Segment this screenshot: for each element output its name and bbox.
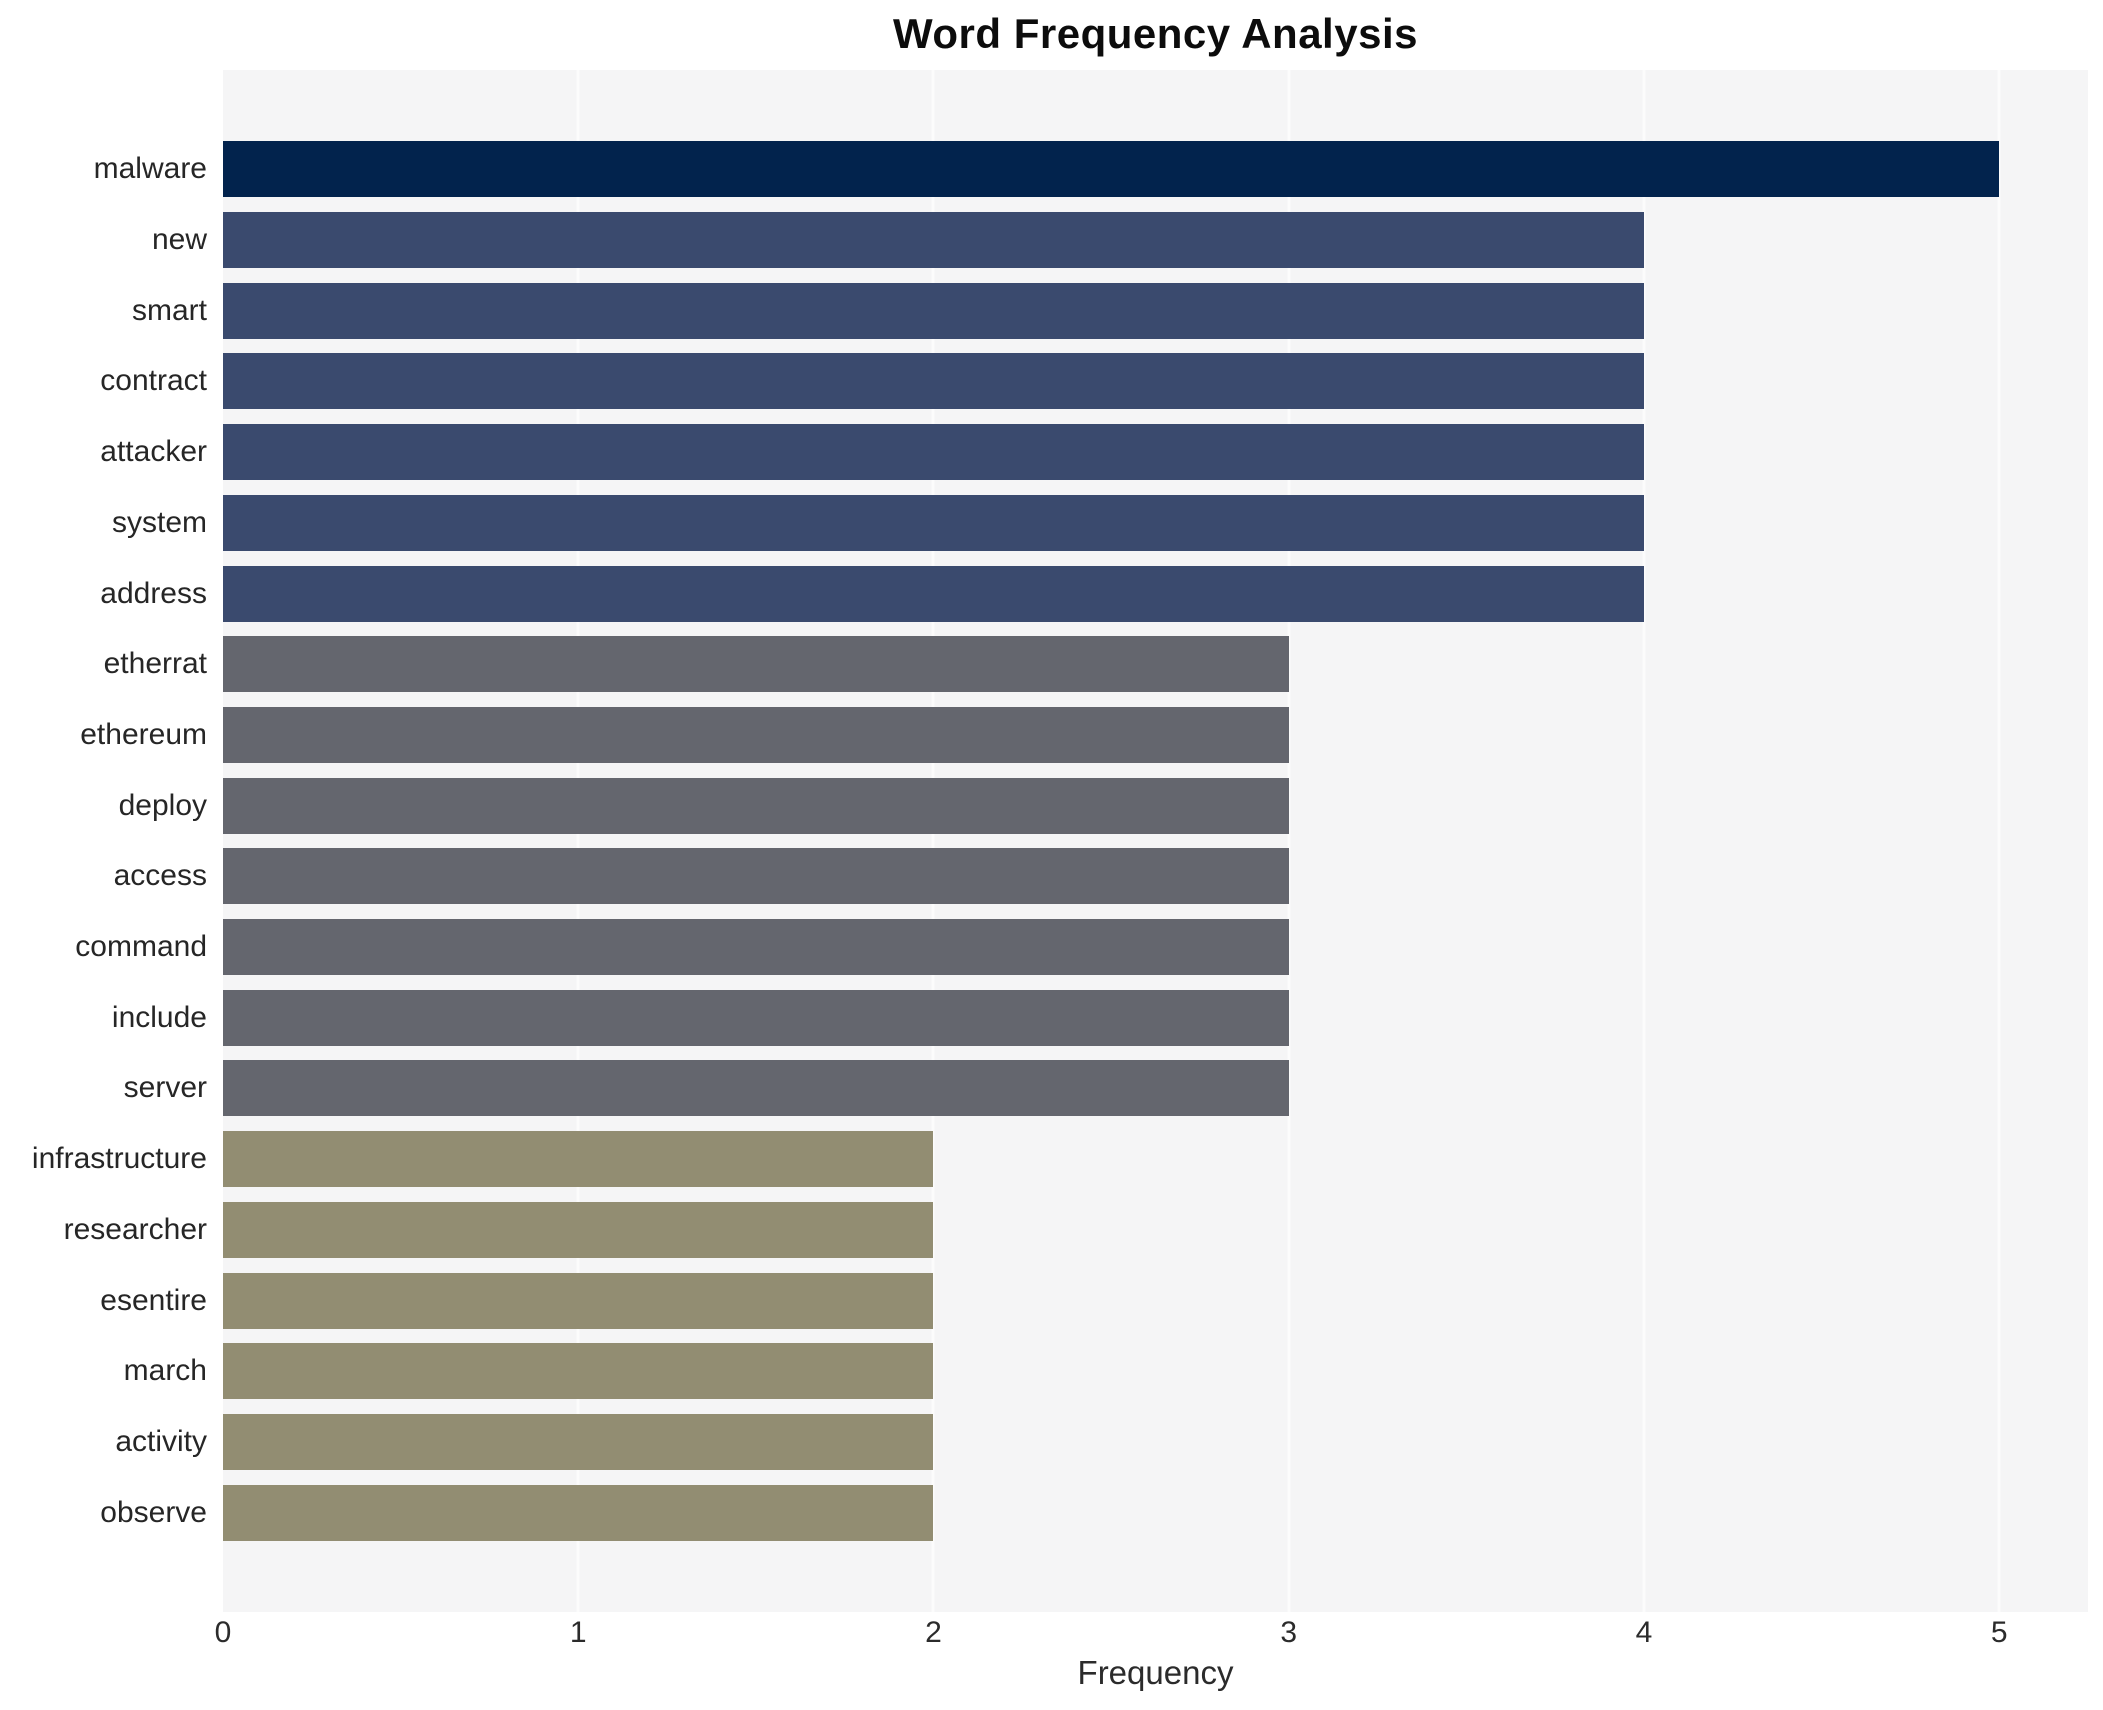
bar — [223, 212, 1644, 269]
bar — [223, 1272, 934, 1329]
gridline — [1997, 70, 2001, 1612]
bar-track — [223, 1195, 2088, 1266]
bar — [223, 848, 1289, 905]
category-label: access — [113, 859, 207, 893]
bar — [223, 636, 1289, 693]
x-tick-label: 5 — [1990, 1616, 2008, 1649]
bar-row: march — [0, 1336, 2103, 1407]
bar-row: activity — [0, 1407, 2103, 1478]
x-tick-label: 0 — [214, 1616, 232, 1649]
bar — [223, 494, 1644, 551]
bar — [223, 1060, 1289, 1117]
bar-rows: malware new smart contract attacker system add… — [0, 70, 2103, 1612]
bar — [223, 141, 2000, 198]
bar — [223, 919, 1289, 976]
x-tick-label: 2 — [925, 1616, 942, 1649]
gridline — [1642, 70, 1646, 1612]
x-tick-label: 1 — [569, 1616, 587, 1649]
bar-row: new — [0, 205, 2103, 276]
bar-track — [223, 629, 2088, 700]
category-label: researcher — [63, 1212, 207, 1246]
category-label: etherrat — [103, 647, 207, 681]
bar — [223, 989, 1289, 1046]
bar-row: system — [0, 488, 2103, 559]
bar-track — [223, 1053, 2088, 1124]
bar-track — [223, 417, 2088, 488]
bar-row: malware — [0, 134, 2103, 205]
bar-track — [223, 841, 2088, 912]
category-label: new — [151, 223, 207, 257]
bar-track — [223, 1477, 2088, 1548]
bar-row: address — [0, 558, 2103, 629]
bar — [223, 565, 1644, 622]
bar-row: server — [0, 1053, 2103, 1124]
bar-row: deploy — [0, 770, 2103, 841]
category-label: contract — [100, 364, 207, 398]
bar-row: access — [0, 841, 2103, 912]
bar-track — [223, 558, 2088, 629]
bar-track — [223, 488, 2088, 559]
category-label: command — [75, 930, 207, 964]
gridline — [576, 70, 580, 1612]
gridline — [1287, 70, 1291, 1612]
bar — [223, 1201, 934, 1258]
bar-track — [223, 1407, 2088, 1478]
bar-track — [223, 346, 2088, 417]
gridline — [931, 70, 935, 1612]
bar-row: esentire — [0, 1265, 2103, 1336]
bar-track — [223, 1336, 2088, 1407]
bar-track — [223, 275, 2088, 346]
category-label: system — [111, 505, 207, 539]
bar — [223, 1414, 934, 1470]
category-label: attacker — [100, 435, 207, 469]
bar-row: ethereum — [0, 700, 2103, 771]
x-axis-ticks: 0 1 2 3 4 5 — [0, 1616, 2103, 1652]
bar-track — [223, 700, 2088, 771]
bar-track — [223, 1124, 2088, 1195]
x-tick-label: 3 — [1280, 1616, 1298, 1649]
bar-row: etherrat — [0, 629, 2103, 700]
bar — [223, 777, 1289, 834]
bar-row: infrastructure — [0, 1124, 2103, 1195]
category-label: infrastructure — [31, 1142, 207, 1176]
category-label: server — [123, 1071, 207, 1105]
bar-track — [223, 1265, 2088, 1336]
bar-row: researcher — [0, 1195, 2103, 1266]
bar-row: smart — [0, 275, 2103, 346]
bar-row: observe — [0, 1477, 2103, 1548]
bar-row: include — [0, 982, 2103, 1053]
category-label: deploy — [118, 788, 207, 822]
category-label: esentire — [100, 1283, 207, 1317]
bar — [223, 1484, 934, 1541]
x-axis-label: Frequency — [1077, 1654, 1234, 1691]
bar — [223, 424, 1644, 481]
bar-track — [223, 982, 2088, 1053]
bar-row: attacker — [0, 417, 2103, 488]
bar-row: contract — [0, 346, 2103, 417]
category-label: observe — [100, 1495, 207, 1529]
bar — [223, 1131, 934, 1188]
bar — [223, 353, 1644, 410]
bar — [223, 706, 1289, 763]
bar — [223, 1343, 934, 1400]
category-label: smart — [132, 293, 207, 327]
bar-row: command — [0, 912, 2103, 983]
category-label: activity — [115, 1425, 207, 1458]
bar-track — [223, 134, 2088, 205]
category-label: malware — [93, 152, 207, 186]
category-label: march — [123, 1354, 207, 1388]
category-label: include — [111, 1000, 207, 1034]
bar-track — [223, 770, 2088, 841]
category-label: ethereum — [80, 717, 207, 751]
bar — [223, 282, 1644, 339]
chart-title: Word Frequency Analysis — [893, 10, 1418, 57]
category-label: address — [100, 576, 207, 610]
bar-track — [223, 912, 2088, 983]
bar-track — [223, 205, 2088, 276]
x-tick-label: 4 — [1635, 1616, 1653, 1649]
